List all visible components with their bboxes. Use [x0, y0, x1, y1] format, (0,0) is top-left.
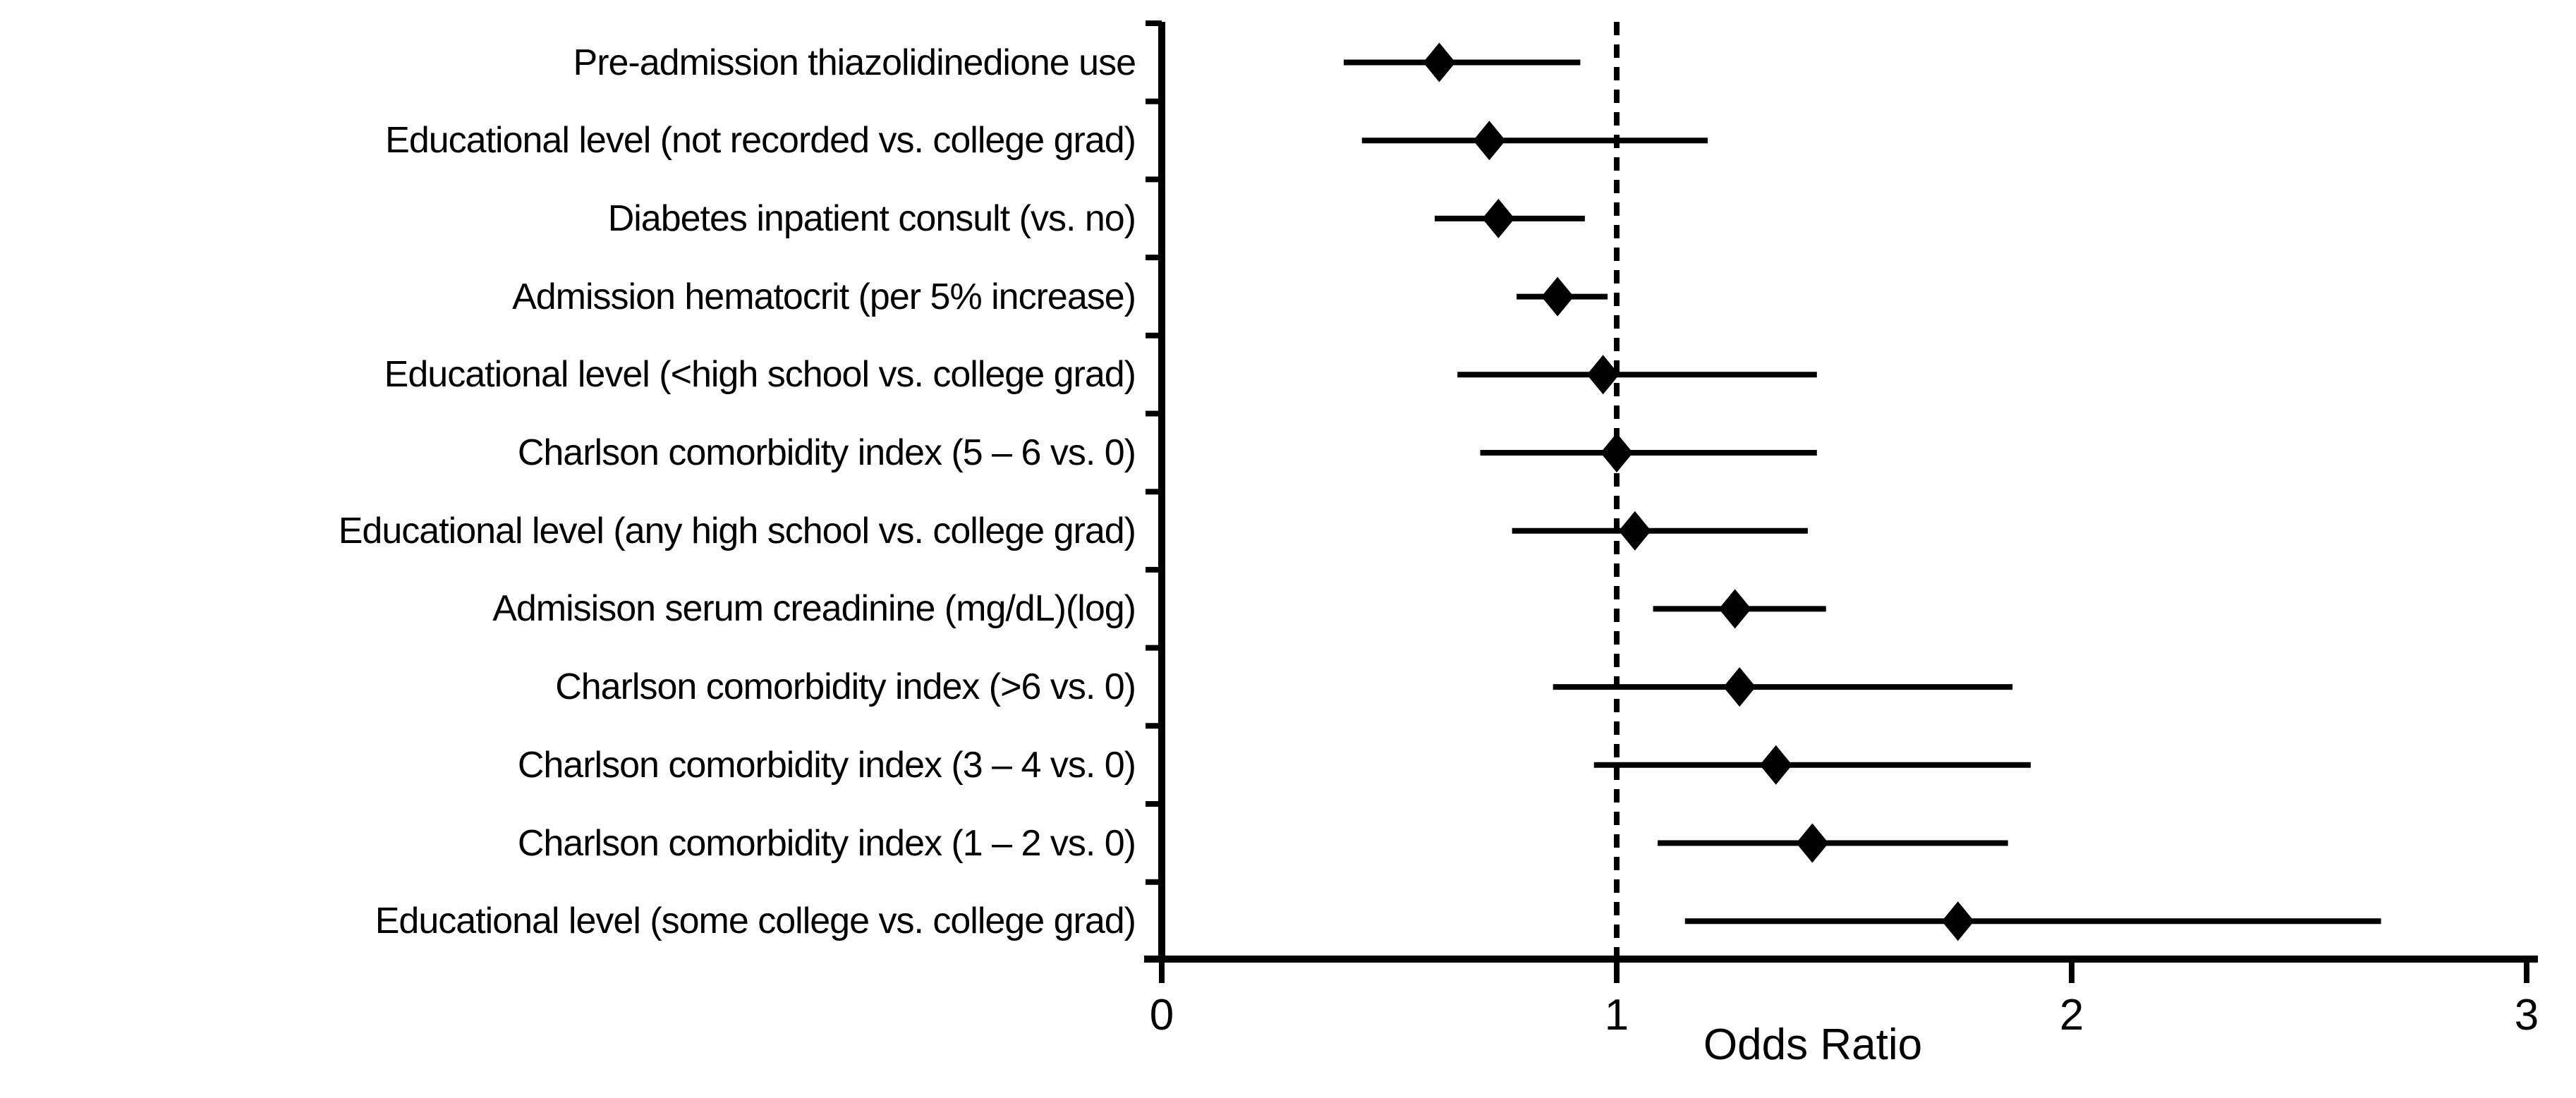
row-label: Pre-admission thiazolidinedione use: [573, 42, 1136, 83]
row-label: Educational level (any high school vs. c…: [338, 510, 1136, 551]
odds-ratio-diamond: [1586, 355, 1620, 395]
odds-ratio-diamond: [1796, 823, 1829, 863]
odds-ratio-diamond: [1541, 276, 1574, 317]
odds-ratio-diamond: [1718, 589, 1751, 629]
odds-ratio-diamond: [1723, 667, 1756, 707]
row-label: Charlson comorbidity index (3 – 4 vs. 0): [517, 744, 1136, 786]
row-label: Educational level (some college vs. coll…: [375, 901, 1136, 942]
odds-ratio-diamond: [1618, 511, 1651, 551]
odds-ratio-diamond: [1759, 745, 1792, 785]
x-tick-label: 2: [2059, 991, 2084, 1039]
x-tick-label: 3: [2514, 991, 2539, 1039]
x-tick-label: 1: [1604, 991, 1629, 1039]
x-axis-title: Odds Ratio: [1703, 1020, 1923, 1069]
row-label: Admission hematocrit (per 5% increase): [512, 276, 1136, 317]
row-label: Admisison serum creadinine (mg/dL)(log): [492, 588, 1136, 630]
odds-ratio-diamond: [1473, 121, 1506, 161]
row-label: Charlson comorbidity index (1 – 2 vs. 0): [517, 822, 1136, 864]
row-label: Charlson comorbidity index (5 – 6 vs. 0): [517, 432, 1136, 473]
odds-ratio-diamond: [1482, 198, 1515, 238]
row-label: Diabetes inpatient consult (vs. no): [607, 197, 1136, 239]
odds-ratio-diamond: [1423, 42, 1456, 83]
odds-ratio-diamond: [1941, 901, 1974, 941]
row-label: Charlson comorbidity index (>6 vs. 0): [555, 666, 1136, 708]
odds-ratio-diamond: [1600, 433, 1633, 472]
x-tick-label: 0: [1149, 991, 1174, 1039]
row-label: Educational level (not recorded vs. coll…: [385, 120, 1136, 161]
row-label: Educational level (<high school vs. coll…: [384, 354, 1136, 396]
